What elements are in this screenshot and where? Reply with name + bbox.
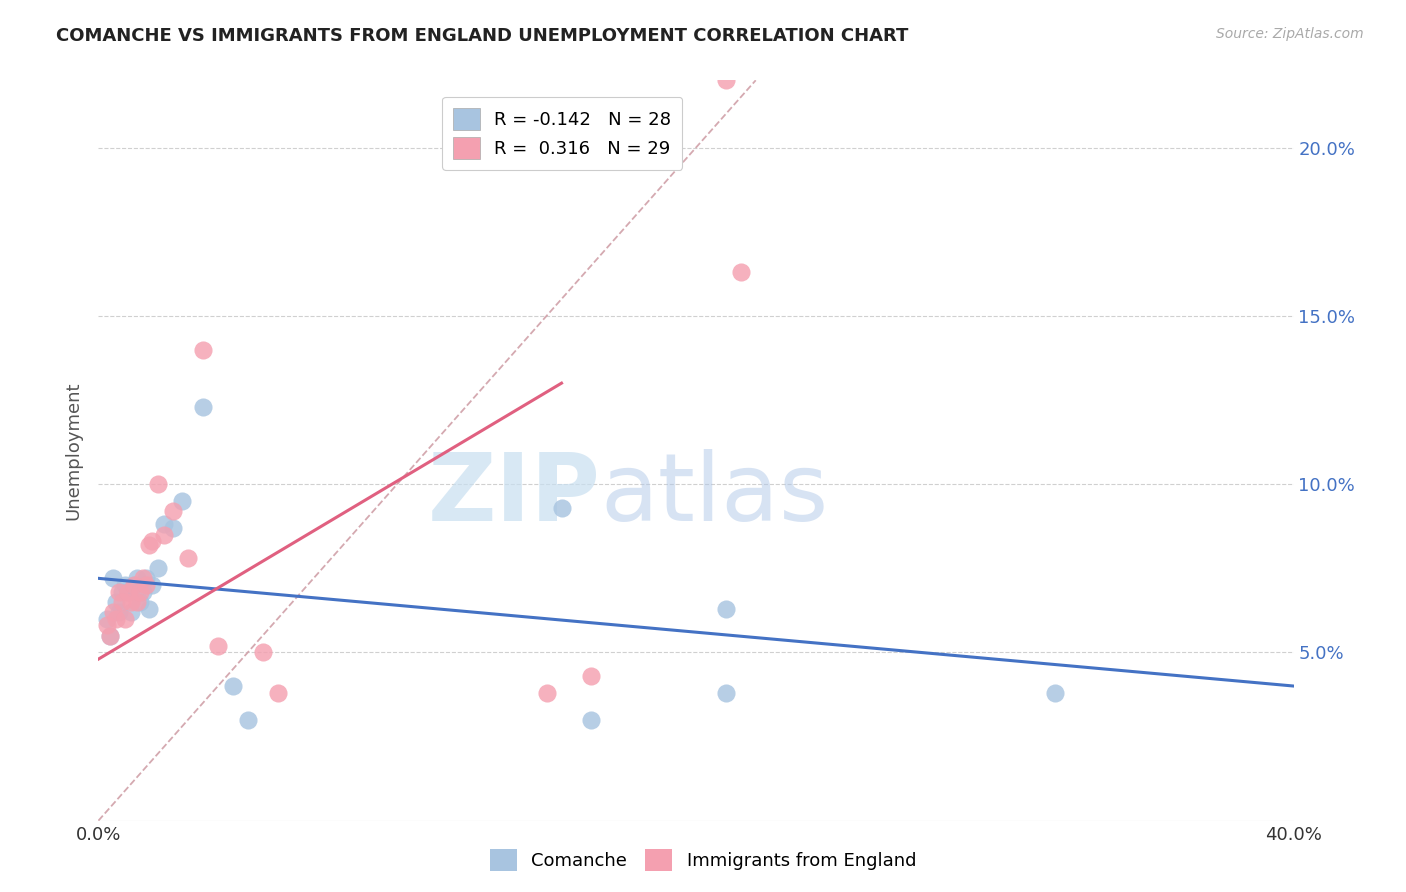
Point — [148, 561, 170, 575]
Point — [105, 612, 128, 626]
Point — [148, 477, 170, 491]
Point — [103, 571, 125, 585]
Legend: R = -0.142   N = 28, R =  0.316   N = 29: R = -0.142 N = 28, R = 0.316 N = 29 — [441, 96, 682, 169]
Point — [132, 584, 155, 599]
Point — [98, 628, 122, 642]
Point — [127, 595, 149, 609]
Point — [252, 645, 274, 659]
Point — [714, 601, 737, 615]
Point — [111, 584, 134, 599]
Legend: Comanche, Immigrants from England: Comanche, Immigrants from England — [482, 842, 924, 879]
Point — [98, 628, 122, 642]
Point — [162, 504, 184, 518]
Point — [536, 686, 558, 700]
Text: COMANCHE VS IMMIGRANTS FROM ENGLAND UNEMPLOYMENT CORRELATION CHART: COMANCHE VS IMMIGRANTS FROM ENGLAND UNEM… — [56, 27, 908, 45]
Point — [267, 686, 290, 700]
Point — [177, 551, 200, 566]
Point — [117, 584, 139, 599]
Point — [127, 571, 149, 585]
Point — [114, 578, 136, 592]
Point — [550, 500, 572, 515]
Point — [141, 534, 163, 549]
Point — [135, 571, 157, 585]
Point — [132, 571, 155, 585]
Point — [141, 578, 163, 592]
Point — [222, 679, 245, 693]
Point — [120, 605, 142, 619]
Point — [153, 527, 176, 541]
Point — [111, 595, 134, 609]
Point — [138, 538, 160, 552]
Point — [108, 584, 131, 599]
Point — [153, 517, 176, 532]
Point — [714, 73, 737, 87]
Point — [135, 578, 157, 592]
Point — [236, 713, 259, 727]
Point — [96, 618, 118, 632]
Point — [129, 595, 152, 609]
Point — [117, 584, 139, 599]
Point — [96, 612, 118, 626]
Point — [105, 595, 128, 609]
Point — [581, 713, 603, 727]
Point — [103, 605, 125, 619]
Point — [714, 686, 737, 700]
Point — [129, 584, 152, 599]
Point — [581, 669, 603, 683]
Point — [114, 612, 136, 626]
Point — [120, 595, 142, 609]
Point — [191, 343, 214, 357]
Point — [191, 400, 214, 414]
Point — [1043, 686, 1066, 700]
Point — [595, 151, 617, 165]
Point — [172, 494, 194, 508]
Point — [138, 601, 160, 615]
Text: ZIP: ZIP — [427, 449, 600, 541]
Text: Source: ZipAtlas.com: Source: ZipAtlas.com — [1216, 27, 1364, 41]
Point — [108, 605, 131, 619]
Point — [730, 265, 752, 279]
Text: atlas: atlas — [600, 449, 828, 541]
Point — [124, 578, 146, 592]
Y-axis label: Unemployment: Unemployment — [65, 381, 83, 520]
Point — [162, 521, 184, 535]
Point — [124, 578, 146, 592]
Point — [207, 639, 229, 653]
